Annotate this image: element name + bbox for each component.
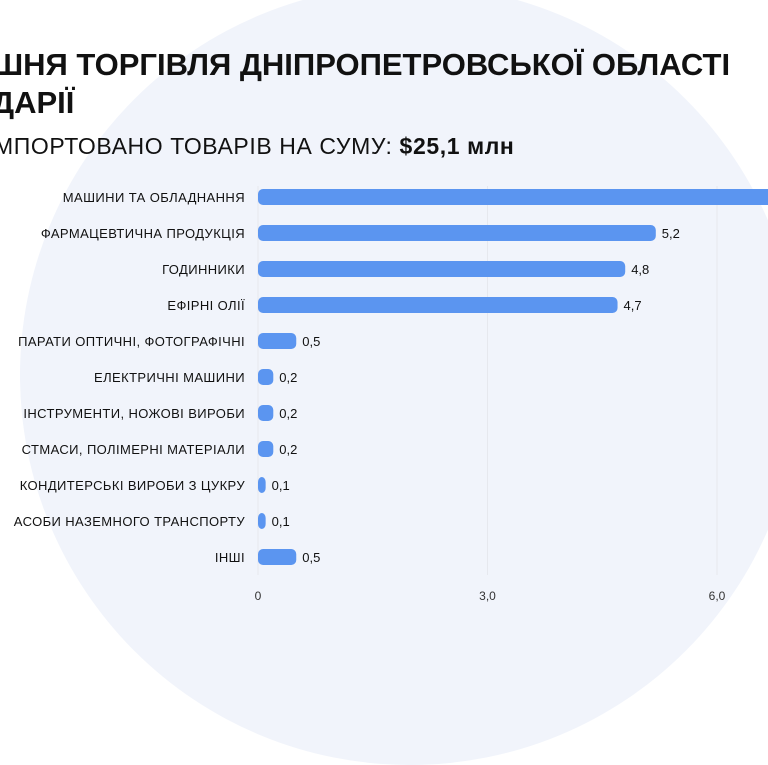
bar bbox=[258, 297, 618, 313]
data-label: 0,5 bbox=[302, 550, 320, 565]
bar-chart: 0 3,0 6,0 МАШИНИ ТА ОБЛАДНАННЯ ФАРМАЦЕВТИЧНА… bbox=[14, 186, 768, 603]
bar bbox=[258, 225, 656, 241]
data-label: 4,7 bbox=[624, 298, 642, 313]
data-label: 0,2 bbox=[279, 370, 297, 385]
x-tick-label: 6,0 bbox=[709, 589, 726, 603]
chart-subtitle: МПОРТОВАНО ТОВАРІВ НА СУМУ: $25,1 млн bbox=[0, 133, 514, 160]
data-label: 5,2 bbox=[662, 226, 680, 241]
chart-title: ШНЯ ТОРГІВЛЯ ДНІПРОПЕТРОВСЬКОЇ ОБЛАСТІ Д… bbox=[0, 46, 730, 122]
category-label: ФАРМАЦЕВТИЧНА ПРОДУКЦІЯ bbox=[41, 226, 245, 241]
bar bbox=[258, 333, 297, 349]
data-label: 0,5 bbox=[302, 334, 320, 349]
category-label: СТМАСИ, ПОЛІМЕРНІ МАТЕРІАЛИ bbox=[22, 442, 245, 457]
bar bbox=[258, 189, 768, 205]
category-label: ПАРАТИ ОПТИЧНІ, ФОТОГРАФІЧНІ bbox=[18, 334, 245, 349]
bar bbox=[258, 261, 626, 277]
category-label: ІНШІ bbox=[215, 550, 245, 565]
category-label: КОНДИТЕРСЬКІ ВИРОБИ З ЦУКРУ bbox=[20, 478, 246, 493]
data-label: 0,2 bbox=[279, 442, 297, 457]
background-circle bbox=[20, 0, 768, 765]
category-label: ЕФІРНІ ОЛІЇ bbox=[167, 298, 245, 313]
bar bbox=[258, 549, 297, 565]
category-label: ІНСТРУМЕНТИ, НОЖОВІ ВИРОБИ bbox=[23, 406, 245, 421]
category-label: АСОБИ НАЗЕМНОГО ТРАНСПОРТУ bbox=[14, 514, 246, 529]
category-label: ГОДИННИКИ bbox=[162, 262, 245, 277]
bar bbox=[258, 513, 266, 529]
x-tick-label: 3,0 bbox=[479, 589, 496, 603]
subtitle-total-value: $25,1 млн bbox=[399, 133, 515, 159]
category-label: ЕЛЕКТРИЧНІ МАШИНИ bbox=[94, 370, 245, 385]
x-tick-label: 0 bbox=[255, 589, 262, 603]
chart-title-line-1: ШНЯ ТОРГІВЛЯ ДНІПРОПЕТРОВСЬКОЇ ОБЛАСТІ bbox=[0, 47, 731, 82]
bar bbox=[258, 477, 266, 493]
data-label: 0,2 bbox=[279, 406, 297, 421]
subtitle-prefix: МПОРТОВАНО ТОВАРІВ НА СУМУ: bbox=[0, 133, 393, 159]
bar bbox=[258, 441, 274, 457]
category-label: МАШИНИ ТА ОБЛАДНАННЯ bbox=[63, 190, 245, 205]
chart-title-line-2: ДАРІЇ bbox=[0, 85, 75, 120]
bar bbox=[258, 369, 274, 385]
data-label: 4,8 bbox=[631, 262, 649, 277]
data-label: 0,1 bbox=[272, 478, 290, 493]
data-label: 0,1 bbox=[272, 514, 290, 529]
bar bbox=[258, 405, 274, 421]
